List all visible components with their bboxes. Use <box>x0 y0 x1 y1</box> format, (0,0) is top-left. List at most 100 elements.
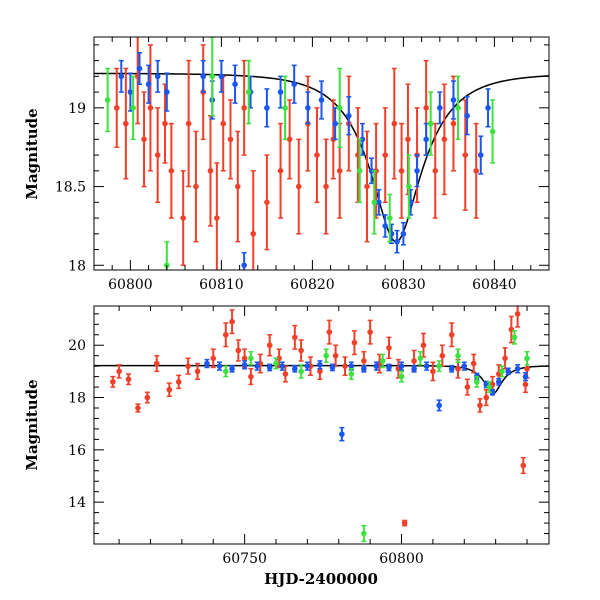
point-marker <box>166 386 173 393</box>
point-marker <box>123 120 129 127</box>
point-marker <box>477 152 484 158</box>
top-data-point <box>464 96 470 136</box>
top-data-point <box>241 59 247 156</box>
top-data-point <box>241 251 247 270</box>
point-marker <box>314 152 320 158</box>
point-marker <box>326 329 333 335</box>
bottom-data-point <box>495 377 502 386</box>
point-marker <box>524 365 530 372</box>
point-marker <box>204 360 210 367</box>
point-marker <box>282 105 288 111</box>
bottom-data-point <box>499 365 505 378</box>
point-marker <box>304 363 311 369</box>
point-marker <box>185 363 191 369</box>
point-marker <box>232 81 238 88</box>
point-marker <box>254 363 260 369</box>
bottom-data-point <box>401 519 408 527</box>
point-marker <box>241 105 247 111</box>
top-data-point <box>371 170 378 235</box>
bottom-data-point <box>279 361 286 371</box>
point-marker <box>342 363 348 369</box>
bottom-data-point <box>248 351 254 366</box>
point-marker <box>277 89 284 95</box>
point-marker <box>154 152 161 158</box>
point-marker <box>317 368 323 375</box>
bottom-data-point <box>420 332 427 358</box>
y-tick-label: 16 <box>68 443 86 459</box>
point-marker <box>470 360 477 367</box>
point-marker <box>398 363 405 369</box>
point-marker <box>185 120 192 127</box>
bottom-data-point <box>461 361 468 371</box>
bottom-data-point <box>379 353 386 369</box>
top-data-point <box>250 170 257 270</box>
point-marker <box>398 373 405 380</box>
point-marker <box>222 368 229 375</box>
point-marker <box>292 365 298 372</box>
bottom-data-point <box>292 364 298 373</box>
top-data-point <box>455 75 461 141</box>
top-y-axis-label: Magnitude <box>23 108 41 199</box>
point-marker <box>432 168 439 174</box>
point-marker <box>423 105 429 111</box>
point-marker <box>448 365 455 372</box>
bottom-data-point <box>505 367 512 376</box>
bottom-data-point <box>342 356 348 377</box>
bottom-data-point <box>317 360 323 370</box>
point-marker <box>127 89 134 95</box>
point-marker <box>477 402 483 409</box>
point-marker <box>394 238 400 245</box>
bottom-data-point <box>216 361 223 371</box>
point-marker <box>485 105 491 111</box>
bottom-data-point <box>430 361 436 382</box>
bottom-data-point <box>514 306 521 328</box>
bottom-data-point <box>423 361 430 371</box>
top-data-point <box>218 59 225 93</box>
bottom-y-axis: 14 16 18 20 <box>68 313 549 545</box>
bottom-series-green <box>222 330 530 543</box>
top-data-point <box>318 80 325 120</box>
top-data-point <box>391 67 398 180</box>
point-marker <box>336 168 343 174</box>
point-marker <box>234 183 241 190</box>
bottom-data-point <box>511 330 518 345</box>
top-data-point <box>414 154 420 188</box>
bottom-data-point <box>448 322 455 348</box>
x-tick-label: 60830 <box>381 277 426 293</box>
point-marker <box>427 120 434 127</box>
point-marker <box>282 371 289 377</box>
top-data-point <box>450 80 457 120</box>
point-marker <box>346 112 352 119</box>
point-marker <box>436 363 442 369</box>
point-marker <box>264 199 270 206</box>
bottom-data-point <box>351 330 358 356</box>
point-marker <box>125 376 132 383</box>
point-marker <box>250 230 257 237</box>
point-marker <box>194 368 201 375</box>
bottom-data-point <box>204 358 210 369</box>
top-data-point <box>394 229 400 254</box>
bottom-data-point <box>520 456 527 475</box>
top-data-point <box>332 107 338 141</box>
bottom-data-point <box>266 363 273 372</box>
point-marker <box>116 368 122 375</box>
top-y-axis: 18 18.5 19 <box>55 44 549 274</box>
top-data-point <box>489 99 496 164</box>
point-marker <box>423 136 429 143</box>
top-data-point <box>104 67 111 133</box>
point-marker <box>371 199 378 206</box>
point-marker <box>110 379 116 385</box>
point-marker <box>220 120 227 127</box>
top-data-point <box>154 107 161 204</box>
point-marker <box>364 183 370 190</box>
point-marker <box>227 136 234 143</box>
bottom-x-axis: 60750 60800 <box>118 306 528 567</box>
bottom-data-point <box>292 324 298 350</box>
bottom-data-point <box>298 364 304 379</box>
point-marker <box>162 120 168 127</box>
point-marker <box>462 152 469 158</box>
point-marker <box>218 73 225 80</box>
point-marker <box>207 168 214 174</box>
point-marker <box>209 73 216 80</box>
point-marker <box>113 105 120 111</box>
